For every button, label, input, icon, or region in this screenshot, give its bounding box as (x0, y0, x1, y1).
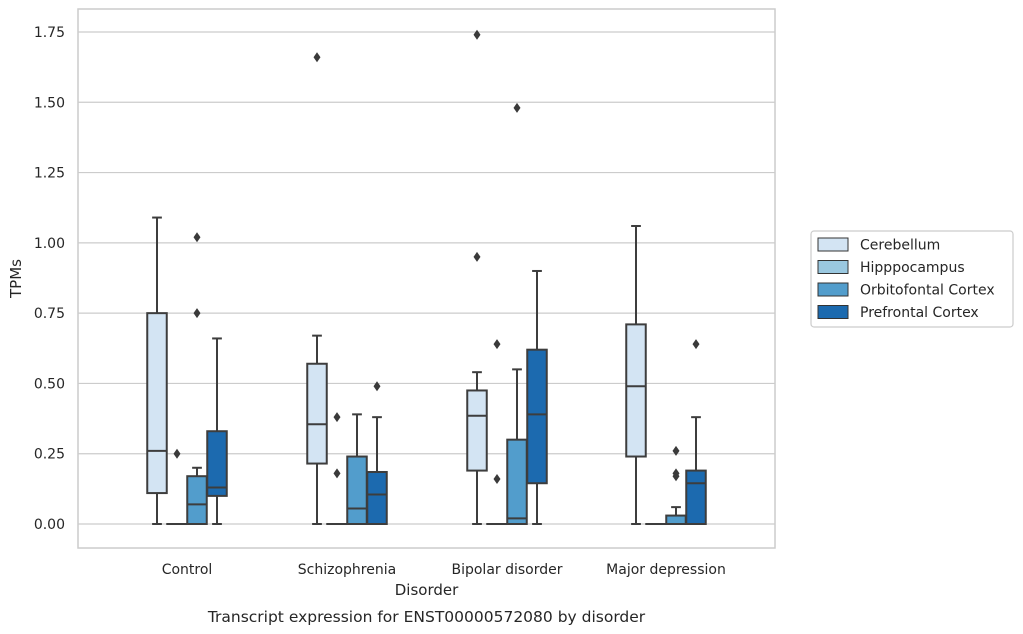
legend-label: Prefrontal Cortex (860, 305, 979, 321)
box-iqr (346, 455, 368, 526)
box-iqr (206, 430, 228, 497)
y-tick-label: 1.75 (34, 25, 65, 41)
box-cerebellum (625, 224, 647, 525)
x-tick-label: Control (162, 562, 213, 578)
grid-lines (78, 31, 775, 525)
y-tick-label: 1.00 (34, 236, 65, 252)
box-iqr (526, 348, 548, 485)
box-iqr (685, 469, 707, 525)
outlier-point (493, 474, 501, 485)
plot-frame (77, 8, 776, 549)
legend-swatch (817, 305, 849, 319)
y-tick-label: 0.75 (34, 306, 65, 322)
box-iqr (186, 475, 208, 526)
box-prefrontal-cortex (206, 337, 228, 525)
x-axis-ticks: Control Schizophrenia Bipolar disorder Majo… (162, 562, 726, 578)
box-cerebellum (146, 216, 168, 525)
outlier-point (473, 29, 481, 40)
chart-caption: Transcript expression for ENST0000057208… (207, 608, 646, 626)
box-iqr (665, 514, 687, 526)
box-orbitofontal-cortex (665, 445, 687, 526)
outlier-point (513, 102, 521, 113)
outlier-point (672, 445, 680, 456)
outlier-point (672, 468, 680, 479)
box-cerebellum (306, 52, 328, 525)
box-prefrontal-cortex (526, 269, 548, 525)
y-tick-label: 1.50 (34, 95, 65, 111)
box-groups (146, 29, 707, 526)
x-tick-label: Bipolar disorder (451, 562, 562, 578)
box-orbitofontal-cortex (346, 413, 368, 526)
box-iqr (466, 389, 488, 472)
box-hipppocampus (326, 412, 348, 526)
y-axis-ticks: 0.00 0.25 0.50 0.75 1.00 1.25 1.50 1.75 (34, 25, 65, 533)
box-hipppocampus (166, 448, 188, 526)
x-tick-label: Schizophrenia (298, 562, 396, 578)
x-axis-label: Disorder (395, 581, 459, 599)
outlier-point (173, 448, 181, 459)
y-axis-label: TPMs (7, 259, 25, 299)
legend-swatch (817, 237, 849, 252)
box-iqr (306, 362, 328, 465)
y-tick-label: 1.25 (34, 166, 65, 182)
outlier-point (473, 251, 481, 262)
box-iqr (146, 312, 168, 495)
outlier-point (313, 52, 321, 63)
legend-label: Orbitofontal Cortex (860, 283, 995, 299)
legend-swatch (817, 282, 849, 297)
box-cerebellum (466, 29, 488, 525)
box-prefrontal-cortex (366, 381, 388, 526)
box-hipppocampus (486, 339, 508, 526)
legend-label: Cerebellum (860, 238, 940, 254)
legend-frame (810, 230, 1014, 328)
outlier-point (333, 468, 341, 479)
outlier-point (193, 232, 201, 243)
outlier-point (333, 412, 341, 423)
outlier-point (692, 339, 700, 350)
y-tick-label: 0.25 (34, 447, 65, 463)
y-tick-label: 0.50 (34, 376, 65, 392)
box-iqr (366, 470, 388, 526)
y-tick-label: 0.00 (34, 517, 65, 533)
outlier-point (193, 308, 201, 319)
box-prefrontal-cortex (685, 339, 707, 525)
outlier-point (373, 381, 381, 392)
box-iqr (506, 438, 528, 525)
box-iqr (625, 323, 647, 458)
legend-swatch (817, 260, 849, 274)
legend-label: Hipppocampus (860, 260, 965, 276)
box-orbitofontal-cortex (186, 232, 208, 526)
outlier-point (493, 339, 501, 350)
legend: Cerebellum Hipppocampus Orbitofontal Corte… (810, 230, 1014, 328)
x-tick-label: Major depression (606, 562, 726, 578)
